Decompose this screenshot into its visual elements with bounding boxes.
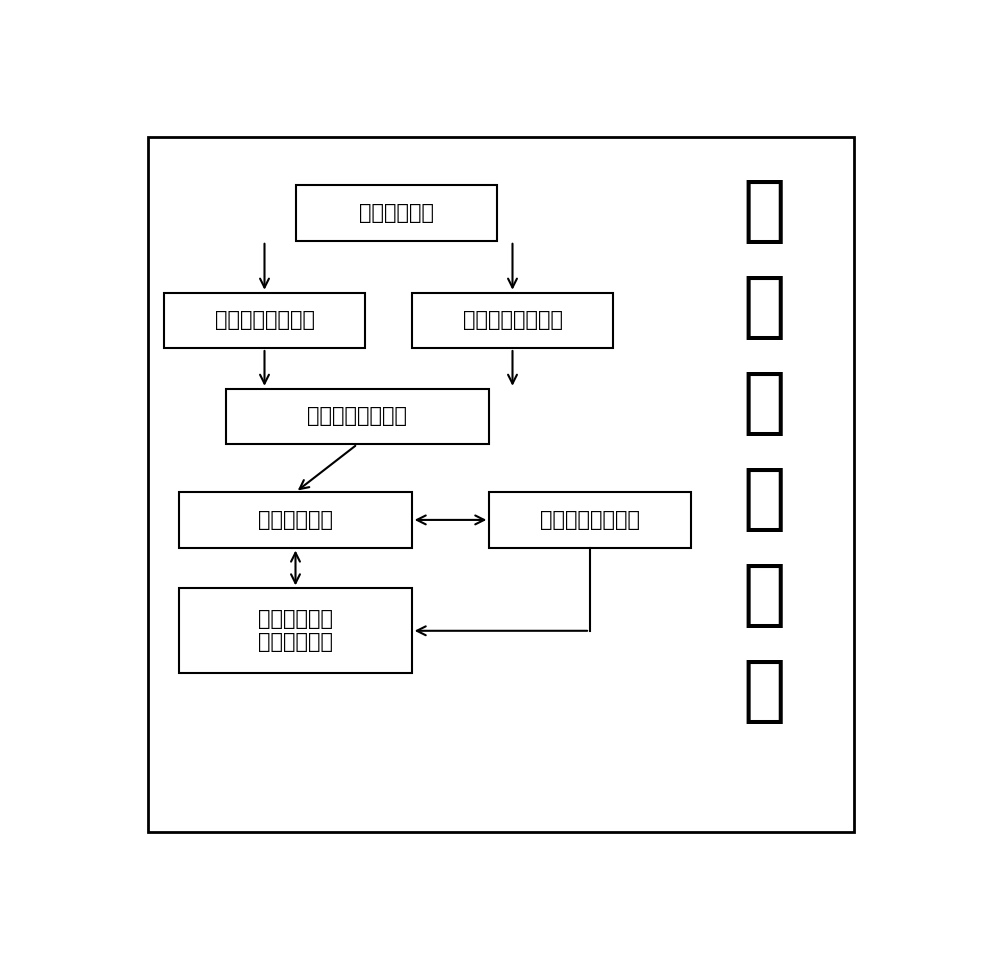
- Bar: [179, 588, 412, 673]
- Text: 单: 单: [743, 562, 786, 630]
- Bar: [412, 293, 613, 348]
- Text: 声波解析模块: 声波解析模块: [258, 510, 333, 530]
- Text: 解: 解: [743, 369, 786, 438]
- Text: 元: 元: [743, 658, 786, 727]
- Text: 声波信息特点
深度学习模块: 声波信息特点 深度学习模块: [258, 610, 333, 653]
- Text: 声波信息储存模块: 声波信息储存模块: [540, 510, 640, 530]
- Bar: [164, 293, 365, 348]
- Bar: [226, 389, 489, 444]
- Text: 声: 声: [743, 177, 786, 246]
- Text: 第二声波接收模块: 第二声波接收模块: [462, 310, 562, 330]
- Text: 声波发生模块: 声波发生模块: [359, 204, 434, 223]
- Text: 析: 析: [743, 465, 786, 534]
- Text: 波: 波: [743, 273, 786, 342]
- Bar: [179, 492, 412, 547]
- Text: 第一声波接收模块: 第一声波接收模块: [214, 310, 314, 330]
- Bar: [489, 492, 691, 547]
- Bar: [296, 185, 497, 241]
- Text: 声波特点对比模块: 声波特点对比模块: [308, 406, 408, 426]
